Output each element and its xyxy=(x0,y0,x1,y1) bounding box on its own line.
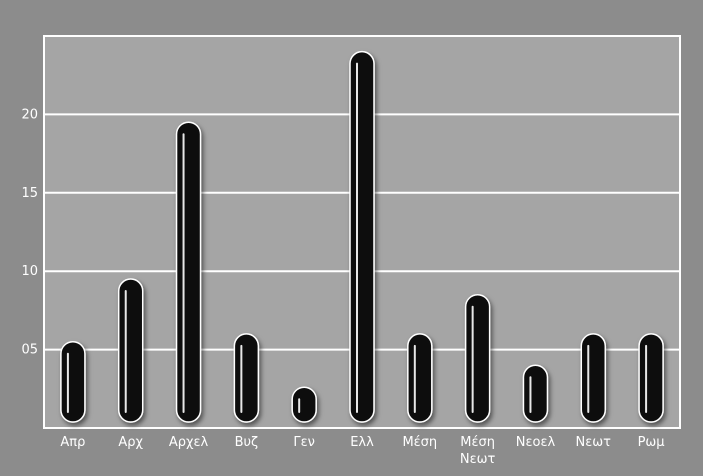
x-tick-label: Γεν xyxy=(293,435,315,450)
x-tick-label: Βυζ xyxy=(235,435,259,450)
x-tick-label: Απρ xyxy=(60,435,85,450)
y-tick-label: 05 xyxy=(21,343,38,358)
bar xyxy=(522,364,549,423)
x-tick-label: Μέση Νεωτ xyxy=(460,435,496,467)
x-tick-label: Ελλ xyxy=(350,435,374,450)
bar xyxy=(117,278,144,423)
bar xyxy=(638,333,664,423)
bar xyxy=(175,121,202,423)
x-tick-label: Αρχελ xyxy=(169,435,209,450)
bar xyxy=(349,50,375,423)
y-axis-tick-labels: 05 10 15 20 xyxy=(21,107,38,357)
bar xyxy=(291,386,317,423)
bar xyxy=(464,293,491,423)
y-tick-label: 15 xyxy=(21,186,38,201)
x-tick-label: Αρχ xyxy=(118,435,143,450)
bar xyxy=(407,333,433,423)
x-tick-label: Νεωτ xyxy=(576,435,612,450)
bar xyxy=(60,341,86,423)
y-tick-label: 10 xyxy=(21,264,38,279)
x-tick-label: Μέση xyxy=(402,435,437,450)
x-axis-tick-labels: Απρ Αρχ Αρχελ Βυζ Γεν Ελλ Μέση Μέση Νεωτ Νεοελ Νεω… xyxy=(60,435,664,467)
x-tick-label: Ρωμ xyxy=(638,435,665,450)
bars xyxy=(60,50,664,423)
bar xyxy=(233,333,260,423)
y-tick-label: 20 xyxy=(21,107,38,122)
bar xyxy=(580,333,607,423)
x-tick-label: Νεοελ xyxy=(516,435,556,450)
